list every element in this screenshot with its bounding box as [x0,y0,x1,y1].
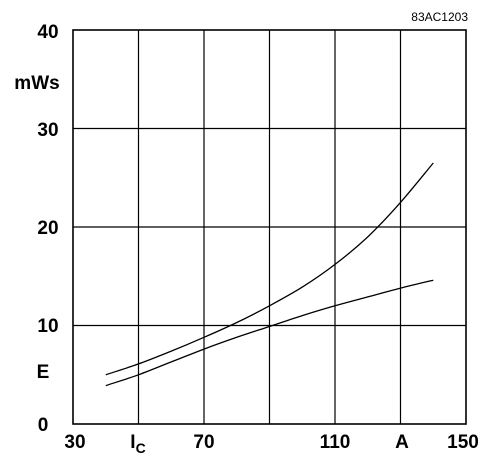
x-axis-label-symbol: I [130,432,135,453]
grid-horizontal [73,127,466,327]
x-axis-unit: A [395,432,409,453]
x-axis-label-subscript: C [136,440,146,456]
figure-code: 83AC1203 [411,10,468,24]
x-tick-label-150: 150 [447,432,479,453]
y-tick-label-0: 0 [38,415,49,436]
y-tick-label-10: 10 [37,316,58,337]
y-tick-labels: 40 30 20 10 0 [37,22,58,436]
x-tick-label-30: 30 [64,432,85,453]
plot-frame [72,29,467,425]
y-tick-label-40: 40 [37,22,58,43]
x-tick-labels: 30 70 110 150 [64,432,478,453]
y-axis-label: E [37,362,50,383]
series-line-2 [105,279,434,387]
y-axis-unit: mWs [14,73,59,94]
x-tick-label-70: 70 [193,432,214,453]
y-tick-label-30: 30 [37,120,58,141]
y-tick-label-20: 20 [37,218,58,239]
series-layer [105,162,434,387]
series-line-1 [105,162,434,376]
x-tick-label-110: 110 [320,432,351,453]
x-axis-label: IC [130,432,145,456]
